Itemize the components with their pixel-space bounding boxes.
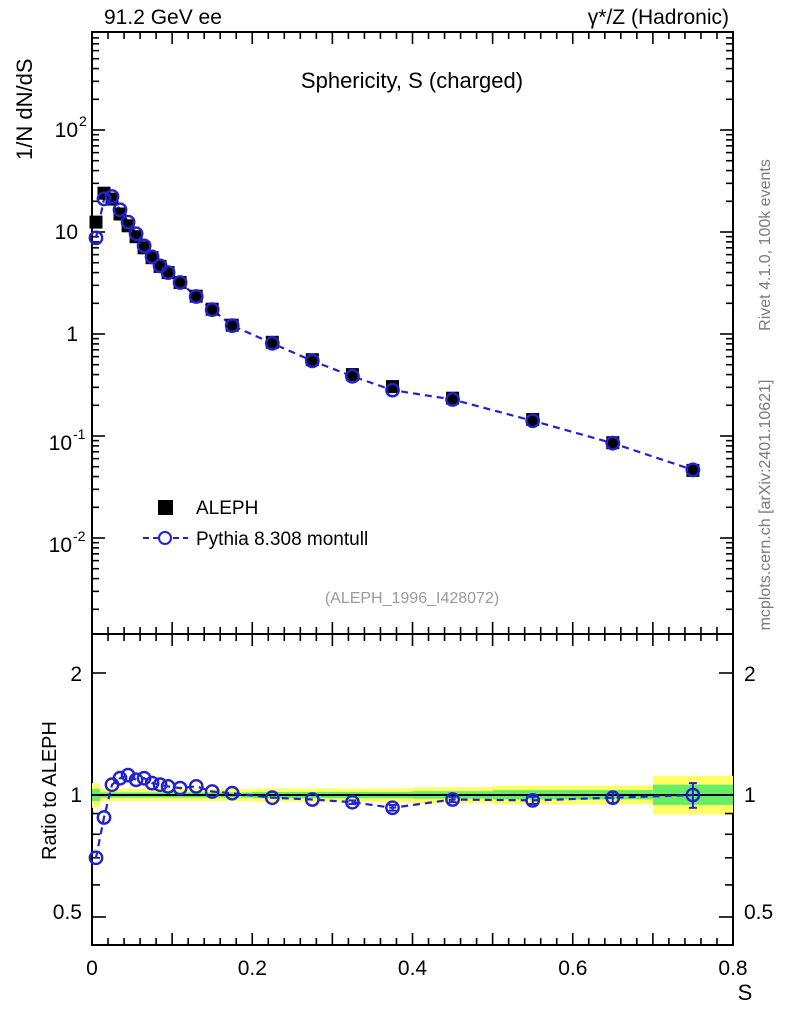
aleph-data-point	[225, 318, 239, 332]
ratio-y-tick-05-right: 0.5	[744, 901, 773, 924]
aleph-data-point	[189, 289, 203, 303]
ratio-data-point	[188, 779, 204, 794]
ratio-data-point	[605, 790, 621, 806]
pythia-data-point	[172, 275, 188, 290]
y-tick-exponent: -2	[73, 528, 86, 544]
ratio-panel: Ratio to ALEPH 2 1 0.5 2 1 0.5	[39, 633, 773, 946]
x-tick-label: 0.6	[558, 957, 587, 980]
ratio-data-point	[112, 770, 128, 786]
x-tick-label: 0.8	[718, 957, 747, 980]
ratio-data-point	[204, 784, 220, 799]
pythia-data-point	[160, 265, 176, 280]
pythia-data-point	[104, 189, 120, 204]
pythia-data-point	[204, 302, 220, 318]
ratio-data-point	[264, 790, 280, 806]
x-axis-tick-labels: 0 0.2 0.4 0.6 0.8	[86, 957, 747, 980]
aleph-data-point	[386, 380, 399, 394]
ratio-y-tick-05-left: 0.5	[53, 901, 82, 924]
y-tick-label-1e2: 10 2	[55, 113, 87, 142]
ratio-data-point	[304, 792, 320, 807]
aleph-data-point	[89, 215, 103, 229]
analysis-watermark: (ALEPH_1996_I428072)	[325, 590, 499, 607]
ratio-axis-ticks	[91, 634, 734, 945]
sidebar-mcplots-credit: mcplots.cern.ch [arXiv:2401.10621]	[757, 380, 774, 631]
pythia-data-point	[144, 249, 160, 265]
y-tick-mantissa: 10	[49, 534, 72, 557]
legend-marker-aleph	[158, 500, 173, 515]
legend: ALEPH Pythia 8.308 montull	[143, 498, 368, 550]
ratio-data-point	[224, 785, 240, 801]
ratio-data-point	[152, 777, 168, 793]
main-axis-ticks	[91, 32, 734, 634]
pythia-data-point	[188, 289, 204, 304]
pythia-data-point	[525, 413, 541, 429]
pythia-data-point	[605, 435, 621, 451]
ratio-data-point	[344, 794, 360, 810]
pythia-data-point	[112, 202, 128, 218]
main-plot-frame	[91, 31, 734, 635]
x-axis-label: S	[738, 980, 753, 1005]
y-tick-mantissa: 10	[49, 432, 72, 455]
ratio-y-tick-2-left: 2	[70, 663, 82, 686]
pythia-data-point	[304, 353, 320, 369]
sidebar-rivet-version: Rivet 4.1.0, 100k events	[757, 159, 774, 331]
ratio-y-tick-1-left: 1	[70, 784, 82, 807]
pythia-data-point	[128, 226, 144, 242]
aleph-data-point	[686, 463, 700, 477]
ratio-data-point	[88, 850, 104, 866]
pythia-data-point	[264, 335, 280, 351]
ratio-y-tick-labels: 2 1 0.5 2 1 0.5	[53, 663, 773, 924]
y-tick-label-10: 10	[55, 221, 78, 244]
pythia-data-point	[344, 368, 360, 384]
ratio-line	[94, 773, 693, 859]
ratio-data-point	[525, 793, 541, 808]
ratio-data-point	[172, 780, 188, 796]
pythia-data-point	[120, 214, 136, 230]
ratio-y-tick-1-right: 1	[744, 784, 756, 807]
ratio-y-axis-label: Ratio to ALEPH	[39, 721, 61, 860]
pythia-data-point	[88, 230, 104, 246]
aleph-data-point	[205, 302, 219, 316]
pythia-data-point	[385, 382, 400, 398]
y-tick-label-1e-1: 10 -1	[49, 426, 86, 455]
y-tick-exponent: -1	[73, 426, 86, 442]
y-tick-label-1: 1	[66, 323, 78, 346]
x-tick-label: 0	[86, 957, 98, 980]
x-tick-label: 0.2	[238, 957, 267, 980]
y-tick-mantissa: 10	[55, 119, 78, 142]
header-left: 91.2 GeV ee	[104, 6, 222, 29]
pythia-data-point	[136, 238, 152, 254]
ratio-data-point	[144, 775, 160, 791]
legend-label-pythia: Pythia 8.308 montull	[196, 529, 368, 550]
pythia-data-point	[224, 318, 240, 333]
ratio-data-point	[96, 810, 112, 825]
legend-marker-pythia	[158, 531, 172, 545]
ratio-data-curve	[88, 767, 701, 866]
y-tick-exponent: 2	[79, 113, 87, 129]
aleph-data-point	[606, 436, 620, 450]
ratio-y-tick-2-right: 2	[744, 663, 756, 686]
aleph-data-point	[173, 276, 187, 289]
main-panel: Sphericity, S (charged) 1/N dN/dS 10 2 1…	[12, 31, 734, 635]
header-right: γ*/Z (Hadronic)	[588, 6, 729, 29]
main-y-axis-label: 1/N dN/dS	[12, 59, 37, 161]
pythia-data-point	[445, 392, 460, 407]
ratio-data-point	[385, 800, 400, 816]
y-tick-label-1e-2: 10 -2	[49, 528, 86, 557]
main-y-tick-labels: 10 2 10 1 10 -1 10 -2	[49, 113, 87, 557]
pythia-data-point	[685, 462, 701, 478]
plot-title: Sphericity, S (charged)	[301, 68, 523, 93]
ratio-data-point	[445, 792, 460, 807]
legend-label-aleph: ALEPH	[196, 498, 258, 519]
x-tick-label: 0.4	[398, 957, 428, 980]
ratio-data-point	[128, 772, 144, 788]
pythia-data-point	[96, 191, 112, 207]
ratio-data-point	[685, 787, 701, 803]
main-data-curves	[88, 186, 701, 478]
pythia-line	[94, 195, 694, 471]
